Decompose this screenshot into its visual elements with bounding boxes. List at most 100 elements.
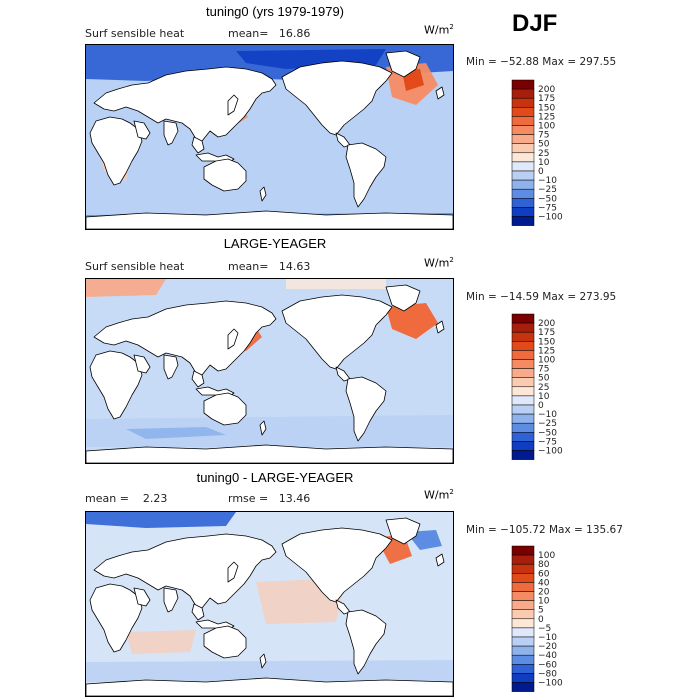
- land-se-asia: [191, 370, 205, 388]
- panel-3-map-svg: [86, 512, 453, 696]
- panel-2-units: W/m2: [424, 256, 454, 270]
- colorbar-swatch: [511, 645, 535, 656]
- land-antarctica: [86, 677, 453, 696]
- colorbar-tick-label: 100: [538, 356, 555, 366]
- panel-1-variable-label: Surf sensible heat: [85, 27, 185, 40]
- land-india: [163, 587, 179, 613]
- field-contour-patch: [386, 303, 438, 339]
- colorbar-swatch: [511, 88, 535, 99]
- colorbar-tick-label: 100: [538, 122, 555, 132]
- panel-1-map: [85, 44, 454, 230]
- colorbar-tick-label: −60: [538, 660, 557, 670]
- colorbar-tick-label: 25: [538, 383, 549, 393]
- colorbar-tick-label: −75: [538, 203, 557, 213]
- field-contour-patch: [86, 512, 236, 528]
- panel-1-minmax: Min = −52.88 Max = 297.55: [466, 56, 617, 68]
- colorbar-tick-label: −80: [538, 669, 557, 679]
- colorbar-swatch: [511, 545, 535, 556]
- colorbar-tick-label: −100: [538, 447, 563, 457]
- panel-1-mean-label: mean= 16.86: [228, 27, 311, 40]
- colorbar-swatch: [511, 179, 535, 190]
- colorbar-tick-label: 125: [538, 112, 555, 122]
- colorbar-tick-label: −10: [538, 176, 557, 186]
- land-new-zealand: [259, 186, 267, 202]
- land-arabia: [133, 587, 151, 607]
- colorbar-tick-label: 40: [538, 578, 550, 588]
- colorbar-tick-label: −10: [538, 633, 557, 643]
- panel-2-map-svg: [86, 279, 453, 463]
- colorbar-swatch: [511, 618, 535, 629]
- colorbar-swatch: [511, 341, 535, 351]
- colorbar-swatch: [511, 207, 535, 217]
- colorbar-tick-label: −25: [538, 185, 557, 195]
- land-japan: [227, 94, 239, 116]
- colorbar-swatch: [511, 322, 535, 333]
- land-south-america: [345, 142, 387, 208]
- colorbar-swatch: [511, 377, 535, 388]
- colorbar-tick-label: 100: [538, 551, 555, 561]
- colorbar-tick-label: 0: [538, 615, 544, 625]
- colorbar-tick-label: 50: [538, 374, 550, 384]
- colorbar-swatch: [511, 591, 535, 601]
- panel-2-variable-label: Surf sensible heat: [85, 260, 185, 273]
- land-india: [163, 354, 179, 380]
- colorbar-tick-label: 200: [538, 85, 555, 95]
- land-europe-asia: [93, 533, 277, 609]
- land-australia: [203, 158, 247, 192]
- colorbar-swatch: [511, 554, 535, 565]
- panel-1-units: W/m2: [424, 23, 454, 37]
- land-africa: [89, 350, 143, 420]
- colorbar-tick-label: 20: [538, 588, 550, 598]
- colorbar-swatch: [511, 654, 535, 665]
- land-se-asia: [191, 136, 205, 154]
- colorbar-swatch: [511, 313, 535, 324]
- colorbar-swatch: [511, 395, 535, 406]
- land-antarctica: [86, 210, 453, 229]
- panel-1-title: tuning0 (yrs 1979-1979): [205, 4, 345, 19]
- colorbar-tick-label: 125: [538, 346, 555, 356]
- colorbar-tick-label: 175: [538, 328, 555, 338]
- panel-3-units: W/m2: [424, 488, 454, 502]
- panel-1-map-svg: [86, 45, 453, 229]
- panel-3-mean-label: mean = 2.23: [85, 492, 168, 505]
- land-north-america: [281, 527, 393, 603]
- panel-1-colorbar: 200 175 150 125 100 75 50 25 10 0 −10 −25 −50 −75 −100: [511, 79, 582, 230]
- field-contour-patch: [286, 279, 386, 289]
- land-india: [163, 120, 179, 146]
- colorbar-swatch: [511, 97, 535, 108]
- colorbar-tick-label: −20: [538, 642, 557, 652]
- colorbar-tick-label: 25: [538, 149, 549, 159]
- colorbar-tick-label: −40: [538, 651, 557, 661]
- colorbar-swatch: [511, 609, 535, 620]
- colorbar-swatch: [511, 636, 535, 647]
- colorbar-swatch: [511, 359, 535, 369]
- colorbar-tick-label: 10: [538, 158, 550, 168]
- colorbar-tick-label: −10: [538, 410, 557, 420]
- colorbar-swatch: [511, 627, 535, 638]
- land-se-asia: [191, 603, 205, 621]
- panel-3-title: tuning0 - LARGE-YEAGER: [196, 470, 354, 485]
- colorbar-swatch: [511, 432, 535, 442]
- colorbar-swatch: [511, 198, 535, 208]
- colorbar-swatch: [511, 143, 535, 154]
- land-central-america: [335, 132, 351, 148]
- colorbar-swatch: [511, 188, 535, 199]
- colorbar-tick-label: −75: [538, 437, 557, 447]
- panel-3-map: [85, 511, 454, 697]
- land-uk: [435, 86, 445, 100]
- colorbar-tick-label: 0: [538, 401, 544, 411]
- colorbar-swatch: [511, 404, 535, 415]
- field-contour-patch: [126, 630, 196, 654]
- colorbar-swatch: [511, 600, 535, 610]
- colorbar-tick-label: 75: [538, 131, 549, 141]
- colorbar-swatch: [511, 450, 535, 460]
- colorbar-tick-label: 60: [538, 569, 550, 579]
- colorbar-tick-label: −100: [538, 213, 563, 223]
- colorbar-swatch: [511, 441, 535, 451]
- panel-2-map: [85, 278, 454, 464]
- panel-2-colorbar: 200 175 150 125 100 75 50 25 10 0 −10 −25 −50 −75 −100: [511, 313, 582, 464]
- colorbar-swatch: [511, 563, 535, 574]
- colorbar-tick-label: 5: [538, 606, 544, 616]
- colorbar-tick-label: 75: [538, 365, 549, 375]
- panel-3-colorbar: 100 80 60 40 20 10 5 0 −5 −10 −20 −40 −60 −80 −100: [511, 545, 582, 696]
